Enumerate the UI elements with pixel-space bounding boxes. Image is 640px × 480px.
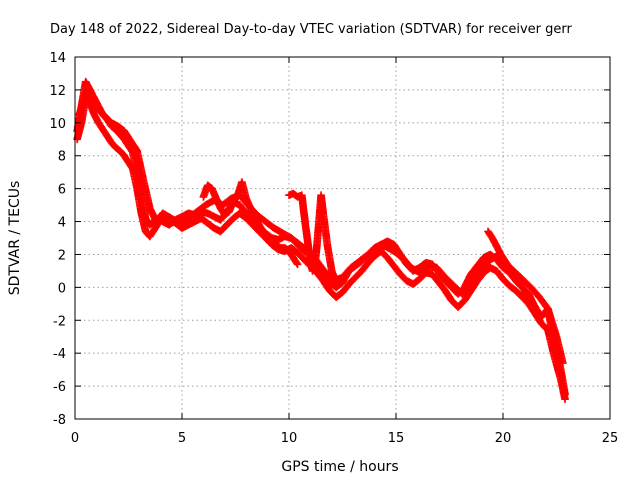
x-tick-label: 5 <box>178 431 186 446</box>
x-tick-label: 0 <box>71 431 79 446</box>
plot-frame <box>74 56 611 420</box>
chart-title: Day 148 of 2022, Sidereal Day-to-day VTE… <box>50 22 572 37</box>
y-tick-label: -6 <box>53 380 66 395</box>
y-tick-label: 10 <box>49 117 66 132</box>
y-tick-label: 14 <box>49 51 66 66</box>
y-tick-label: -2 <box>53 314 66 329</box>
data-marks <box>73 77 569 404</box>
series-trace-c <box>75 89 567 367</box>
x-tick-label: 20 <box>495 431 512 446</box>
y-tick-label: 6 <box>58 183 66 198</box>
x-tick-label: 25 <box>602 431 619 446</box>
grid <box>75 57 610 419</box>
y-tick-label: 4 <box>58 216 66 231</box>
data-point <box>293 260 302 269</box>
x-tick-label: 10 <box>281 431 298 446</box>
data-point <box>531 303 539 311</box>
y-tick-label: -8 <box>53 413 66 428</box>
y-tick-label: -4 <box>53 347 66 362</box>
data-point <box>559 359 567 367</box>
data-point <box>561 395 569 404</box>
y-tick-label: 0 <box>58 281 66 296</box>
axis-ticks: -8 -6 -4 -2 0 2 4 6 8 10 12 14 0 5 10 15 20 25 <box>49 51 618 446</box>
y-tick-label: 12 <box>49 84 66 99</box>
series-trace-b <box>73 94 569 404</box>
y-tick-label: 8 <box>58 150 66 165</box>
x-tick-label: 15 <box>388 431 405 446</box>
y-axis-label: SDTVAR / TECUs <box>7 181 23 296</box>
series-trace-d <box>199 178 302 269</box>
series-trace-f <box>484 227 539 311</box>
x-axis-label: GPS time / hours <box>281 459 398 475</box>
y-tick-label: 2 <box>58 248 66 263</box>
series-trace-e <box>285 189 340 287</box>
data-point <box>332 278 340 287</box>
